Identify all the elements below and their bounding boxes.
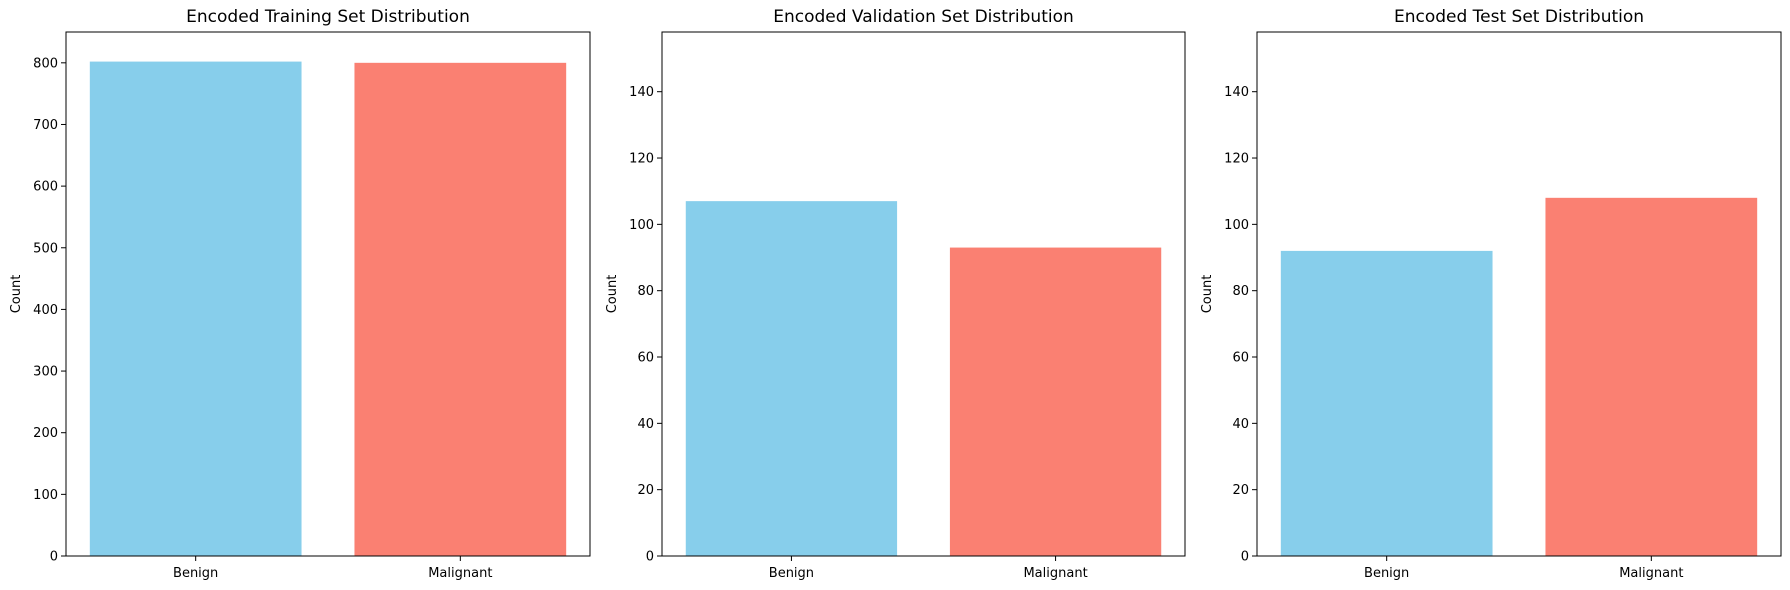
x-tick-label: Benign	[173, 566, 218, 581]
y-tick-label: 40	[1232, 417, 1249, 432]
bar-benign	[89, 61, 302, 557]
y-tick-label: 0	[646, 550, 654, 565]
y-tick-label: 200	[33, 426, 58, 441]
bar-malignant	[1545, 197, 1758, 556]
x-tick-label: Benign	[1364, 566, 1409, 581]
axes-frame	[1256, 31, 1782, 557]
chart-title-test: Encoded Test Set Distribution	[1394, 7, 1644, 27]
axes-frame	[65, 31, 591, 557]
bar-malignant	[354, 62, 567, 557]
y-tick-label: 80	[1232, 284, 1249, 299]
chart-panel-training: 0 100 200 300 400 500 600 700 800 Benign Malignant…	[9, 7, 591, 581]
chart-title-validation: Encoded Validation Set Distribution	[773, 7, 1074, 27]
y-tick-label: 120	[1224, 152, 1249, 167]
x-tick-label: Malignant	[1023, 566, 1087, 581]
x-tick-label: Malignant	[428, 566, 492, 581]
y-tick-label: 600	[33, 180, 58, 195]
y-tick-label: 120	[629, 152, 654, 167]
x-tick-label: Benign	[769, 566, 814, 581]
axes-frame	[661, 31, 1186, 557]
bar-benign	[685, 201, 898, 557]
x-tick-label: Malignant	[1619, 566, 1683, 581]
y-tick-label: 140	[1224, 85, 1249, 100]
y-tick-label: 40	[637, 417, 654, 432]
chart-panel-test: 0 20 40 60 80 100 120 140 Benign Malignant Encoded…	[1200, 7, 1782, 581]
y-tick-label: 800	[33, 56, 58, 71]
chart-title-training: Encoded Training Set Distribution	[186, 7, 470, 27]
bar-malignant	[949, 247, 1162, 556]
y-tick-label: 100	[629, 218, 654, 233]
y-axis-label: Count	[9, 275, 24, 314]
y-tick-label: 60	[637, 351, 654, 366]
y-tick-label: 80	[637, 284, 654, 299]
y-tick-label: 60	[1232, 351, 1249, 366]
y-tick-label: 500	[33, 241, 58, 256]
y-tick-label: 20	[1232, 483, 1249, 498]
y-tick-label: 140	[629, 85, 654, 100]
y-axis-label: Count	[605, 275, 620, 314]
y-tick-label: 20	[637, 483, 654, 498]
y-tick-label: 300	[33, 365, 58, 380]
y-axis-label: Count	[1200, 275, 1215, 314]
y-tick-label: 400	[33, 303, 58, 318]
y-tick-label: 700	[33, 118, 58, 133]
y-tick-label: 100	[1224, 218, 1249, 233]
y-tick-label: 0	[50, 550, 58, 565]
y-tick-label: 100	[33, 488, 58, 503]
chart-panel-validation: 0 20 40 60 80 100 120 140 Benign Malignant Encoded…	[605, 7, 1186, 581]
bar-benign	[1280, 250, 1493, 556]
y-tick-label: 0	[1241, 550, 1249, 565]
